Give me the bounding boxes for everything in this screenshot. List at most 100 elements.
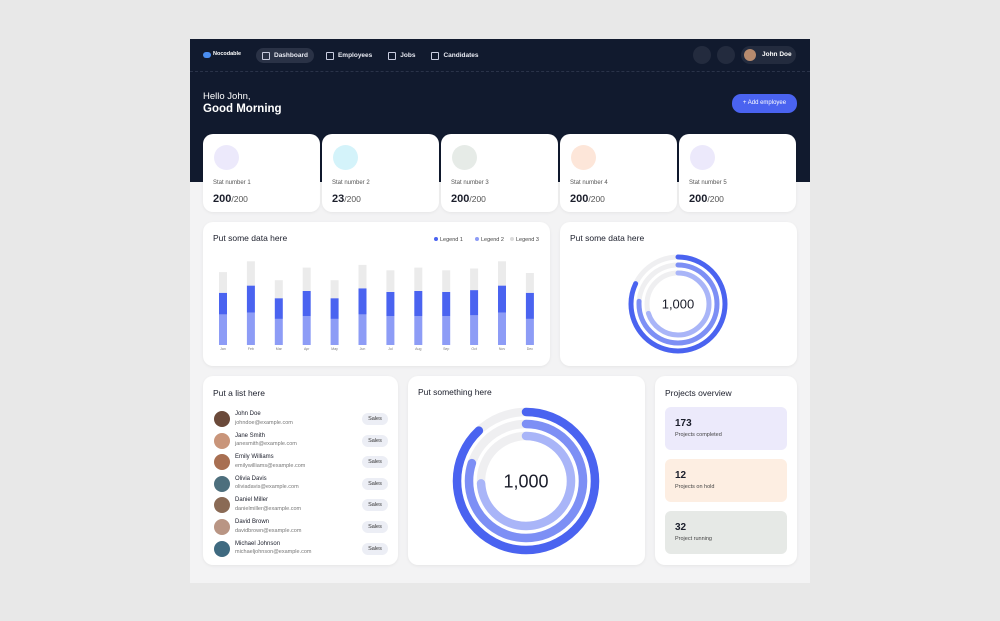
person-email: oliviadavis@example.com <box>235 484 299 491</box>
project-label: Projects on hold <box>675 484 715 490</box>
card-title: Put some data here <box>570 233 644 243</box>
greeting: Hello John, <box>203 91 251 102</box>
project-box: 173 Projects completed <box>665 407 787 450</box>
user-menu[interactable]: John Doe <box>741 46 796 64</box>
brand[interactable]: Nocodable <box>213 51 242 57</box>
tag[interactable]: Sales <box>362 521 388 533</box>
bar-segment <box>525 273 534 293</box>
stat-icon <box>690 145 715 170</box>
stat-label: Stat number 5 <box>689 180 727 186</box>
nav-label: Candidates <box>443 52 479 59</box>
bar-segment <box>246 261 255 286</box>
nav-divider <box>190 71 810 72</box>
bar-segment <box>302 291 311 317</box>
tag[interactable]: Sales <box>362 434 388 447</box>
stat-number: 23 <box>332 193 345 205</box>
bar-segment <box>358 314 367 345</box>
x-tick-label: Mar <box>276 347 283 351</box>
bar-segment <box>442 270 451 292</box>
project-label: Projects completed <box>675 432 722 438</box>
bar-segment <box>414 267 423 291</box>
person-email: johndoe@example.com <box>235 419 293 426</box>
avatar <box>214 540 230 557</box>
nav-item[interactable]: Employees <box>320 48 378 63</box>
legend-label: Legend 3 <box>516 237 539 243</box>
tag[interactable]: Sales <box>362 456 388 469</box>
person-email: emilywilliams@example.com <box>235 462 306 469</box>
stat-icon <box>452 145 477 170</box>
x-tick-label: Dec <box>527 347 533 351</box>
stat-card: Stat number 3 200/200 <box>441 134 558 212</box>
bar-segment <box>246 285 255 313</box>
ring-arc <box>452 407 600 555</box>
card-title: Put some data here <box>213 233 287 243</box>
x-tick-label: Oct <box>471 347 476 351</box>
stat-total: /200 <box>588 194 605 204</box>
projects-card: Projects overview 173 Projects completed 1… <box>655 376 797 565</box>
bar-segment <box>219 314 227 345</box>
nav-item[interactable]: Jobs <box>382 48 421 63</box>
add-employee-button[interactable]: + Add employee <box>732 94 797 113</box>
bar-segment <box>386 316 395 345</box>
project-value: 32 <box>675 522 687 533</box>
stat-value: 200/200 <box>689 189 724 207</box>
bar-segment <box>470 290 479 316</box>
notification-button[interactable] <box>717 46 735 64</box>
stat-total: /200 <box>344 194 361 204</box>
stat-total: /200 <box>231 194 248 204</box>
user-avatar <box>744 49 756 61</box>
stat-number: 200 <box>213 193 232 205</box>
bar-segment <box>246 312 255 345</box>
person-name: John Doe <box>235 411 261 417</box>
x-tick-label: Apr <box>304 347 310 351</box>
stat-card: Stat number 2 23/200 <box>322 134 439 212</box>
stat-value: 200/200 <box>570 189 605 207</box>
ring-arc <box>644 270 712 338</box>
avatar <box>214 411 230 427</box>
person-name: Michael Johnson <box>235 540 281 547</box>
person-email: michaeljohnson@example.com <box>235 549 312 556</box>
page-title: Good Morning <box>203 103 282 115</box>
avatar <box>214 475 230 492</box>
bar-segment <box>470 315 479 345</box>
nav-label: Dashboard <box>274 52 308 59</box>
nav-item[interactable]: Dashboard <box>256 48 314 63</box>
avatar <box>214 454 230 471</box>
x-tick-label: Feb <box>248 347 254 351</box>
stat-value: 200/200 <box>451 189 486 207</box>
radial-chart: Put something here 1,000 <box>418 387 600 555</box>
bar-segment <box>498 261 506 286</box>
bar-segment <box>525 318 534 345</box>
tag[interactable]: Sales <box>362 499 388 512</box>
ring-arc <box>628 254 728 354</box>
stat-card: Stat number 1 200/200 <box>203 134 320 212</box>
bar-chart: Put some data here Legend 1 Legend 2 Legen… <box>213 233 539 351</box>
tag[interactable]: Sales <box>362 477 388 490</box>
stat-number: 200 <box>689 193 708 205</box>
tag[interactable]: Sales <box>362 413 388 425</box>
radial-chart: Put some data here 1,000 <box>570 233 728 354</box>
person-email: davidbrown@example.com <box>235 527 302 534</box>
bar-segment <box>274 318 283 345</box>
stat-icon <box>333 145 358 170</box>
card-title: Put a list here <box>213 388 265 398</box>
legend-dot <box>510 237 514 241</box>
bar-segment <box>358 264 367 289</box>
search-button[interactable] <box>693 46 711 64</box>
list-card: Put a list here John Doe johndoe@example.… <box>203 376 398 565</box>
bar-segment <box>330 298 339 319</box>
nav-item[interactable]: Candidates <box>425 48 484 63</box>
nav-icon <box>325 52 334 60</box>
stat-total: /200 <box>707 194 724 204</box>
logo-icon <box>203 52 211 58</box>
nav-menu: Dashboard Employees Jobs Candidates <box>256 48 487 63</box>
nav-icon <box>388 52 397 60</box>
bar-segment <box>525 292 534 319</box>
bar-segment <box>498 285 506 313</box>
stat-label: Stat number 3 <box>451 180 489 186</box>
x-tick-label: Aug <box>415 347 421 351</box>
tag[interactable]: Sales <box>362 542 388 555</box>
center-label: 1,000 <box>503 471 548 491</box>
legend-label: Legend 2 <box>481 237 504 243</box>
